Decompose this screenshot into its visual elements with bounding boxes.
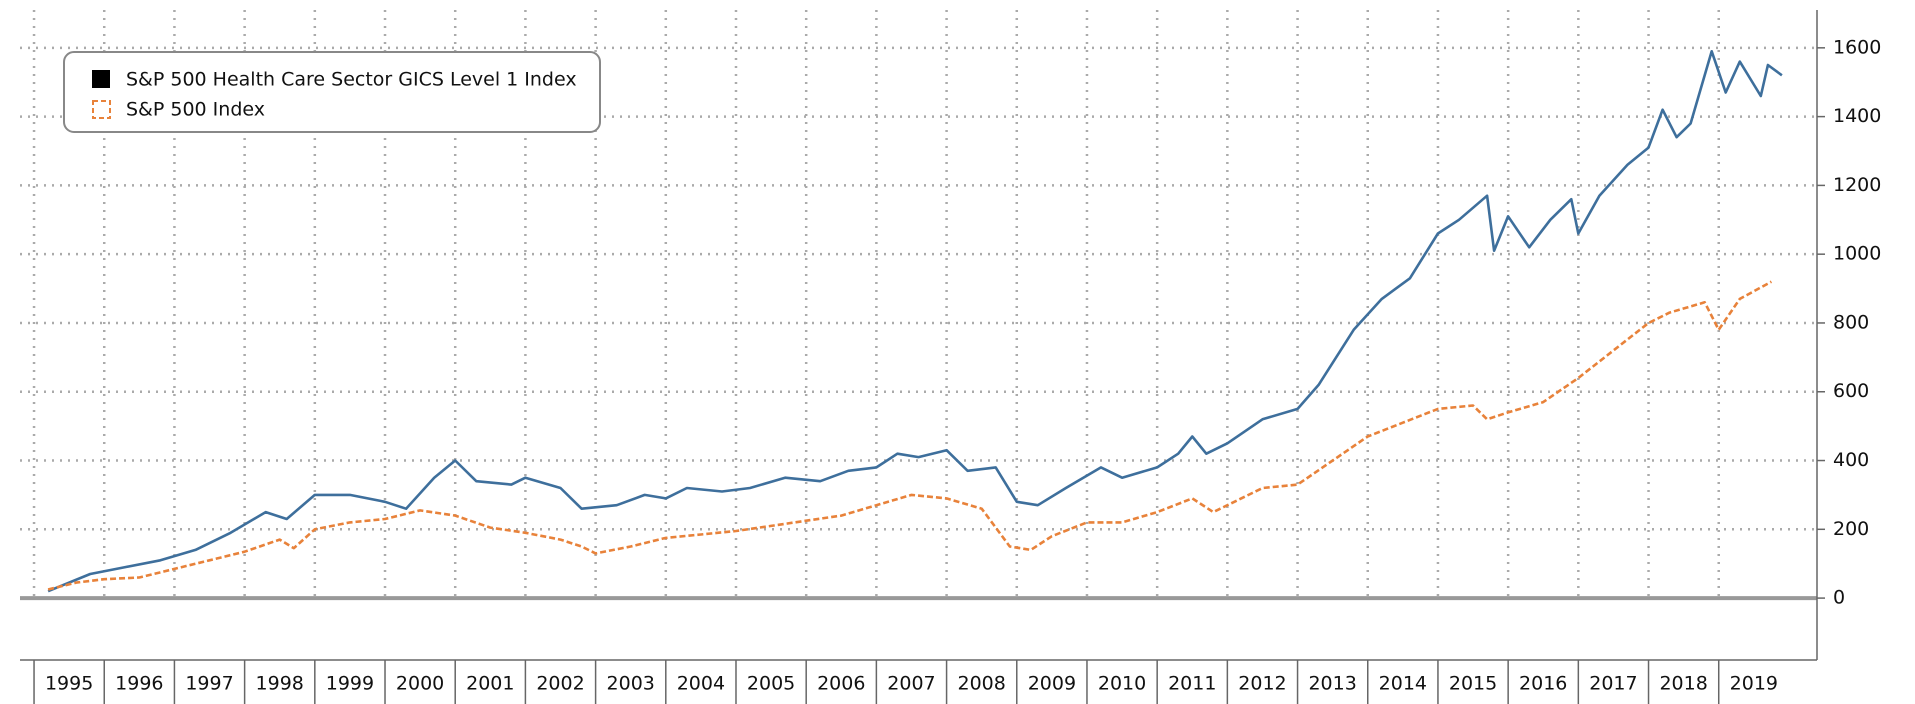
x-tick-label: 2018 [1659, 673, 1707, 695]
x-tick-label: 2013 [1308, 673, 1356, 695]
x-tick-label: 1997 [185, 673, 233, 695]
x-tick-label: 2006 [817, 673, 865, 695]
y-tick-label: 1000 [1833, 243, 1881, 265]
legend-swatch [92, 70, 110, 88]
x-tick-label: 2003 [607, 673, 655, 695]
legend-label: S&P 500 Index [126, 99, 265, 121]
x-tick-label: 2012 [1238, 673, 1286, 695]
x-tick-label: 2015 [1449, 673, 1497, 695]
x-tick-label: 2002 [536, 673, 584, 695]
legend: S&P 500 Health Care Sector GICS Level 1 … [63, 51, 601, 133]
x-tick-label: 2009 [1028, 673, 1076, 695]
y-tick-label: 1400 [1833, 105, 1881, 127]
x-tick-label: 2008 [957, 673, 1005, 695]
y-tick-label: 1600 [1833, 36, 1881, 58]
y-tick-label: 400 [1833, 449, 1869, 471]
x-tick-label: 2016 [1519, 673, 1567, 695]
x-tick-label: 2000 [396, 673, 444, 695]
legend-box [63, 51, 601, 133]
x-tick-label: 1998 [256, 673, 304, 695]
x-tick-label: 2001 [466, 673, 514, 695]
x-tick-label: 2014 [1379, 673, 1427, 695]
x-tick-label: 2017 [1589, 673, 1637, 695]
series-line [47, 49, 1783, 593]
y-tick-label: 1200 [1833, 174, 1881, 196]
y-tick-label: 200 [1833, 518, 1869, 540]
x-tick-label: 1995 [45, 673, 93, 695]
x-tick-label: 2010 [1098, 673, 1146, 695]
x-tick-label: 1999 [326, 673, 374, 695]
x-tick-label: 2011 [1168, 673, 1216, 695]
x-tick-label: 2005 [747, 673, 795, 695]
series-line [47, 280, 1773, 591]
legend-swatch [92, 100, 111, 119]
x-tick-label: 2007 [887, 673, 935, 695]
x-tick-label: 2004 [677, 673, 725, 695]
legend-label: S&P 500 Health Care Sector GICS Level 1 … [126, 69, 577, 91]
y-tick-label: 600 [1833, 380, 1869, 402]
y-tick-label: 0 [1833, 587, 1845, 609]
x-tick-label: 2019 [1730, 673, 1778, 695]
y-tick-label: 800 [1833, 311, 1869, 333]
x-tick-label: 1996 [115, 673, 163, 695]
